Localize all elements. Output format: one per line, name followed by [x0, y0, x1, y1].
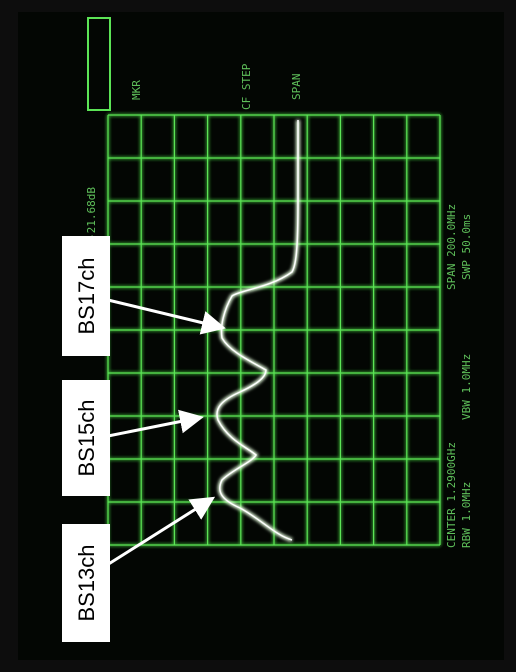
channel-label: BS15ch — [74, 399, 99, 476]
channel-label: BS17ch — [74, 257, 99, 334]
softkey: SPAN — [290, 74, 303, 101]
vbw: VBW 1.0MHz — [460, 354, 473, 420]
spectrum-trace-core — [216, 120, 299, 541]
arrow — [107, 298, 226, 335]
sweep: SWP 50.0ms — [460, 214, 473, 280]
marker-level: -21.68dB — [85, 187, 98, 240]
softkey: CF STEP — [240, 63, 253, 110]
channel-label: BS13ch — [74, 544, 99, 621]
label-box — [62, 524, 110, 642]
center-freq: CENTER 1.2900GHz — [445, 442, 458, 548]
rbw: RBW 1.0MHz — [460, 482, 473, 548]
label-box — [62, 236, 110, 356]
span: SPAN 200.0MHz — [445, 204, 458, 290]
softkey: MKR — [130, 80, 143, 100]
status-box — [87, 17, 111, 111]
arrow — [107, 409, 204, 438]
label-box — [62, 380, 110, 496]
